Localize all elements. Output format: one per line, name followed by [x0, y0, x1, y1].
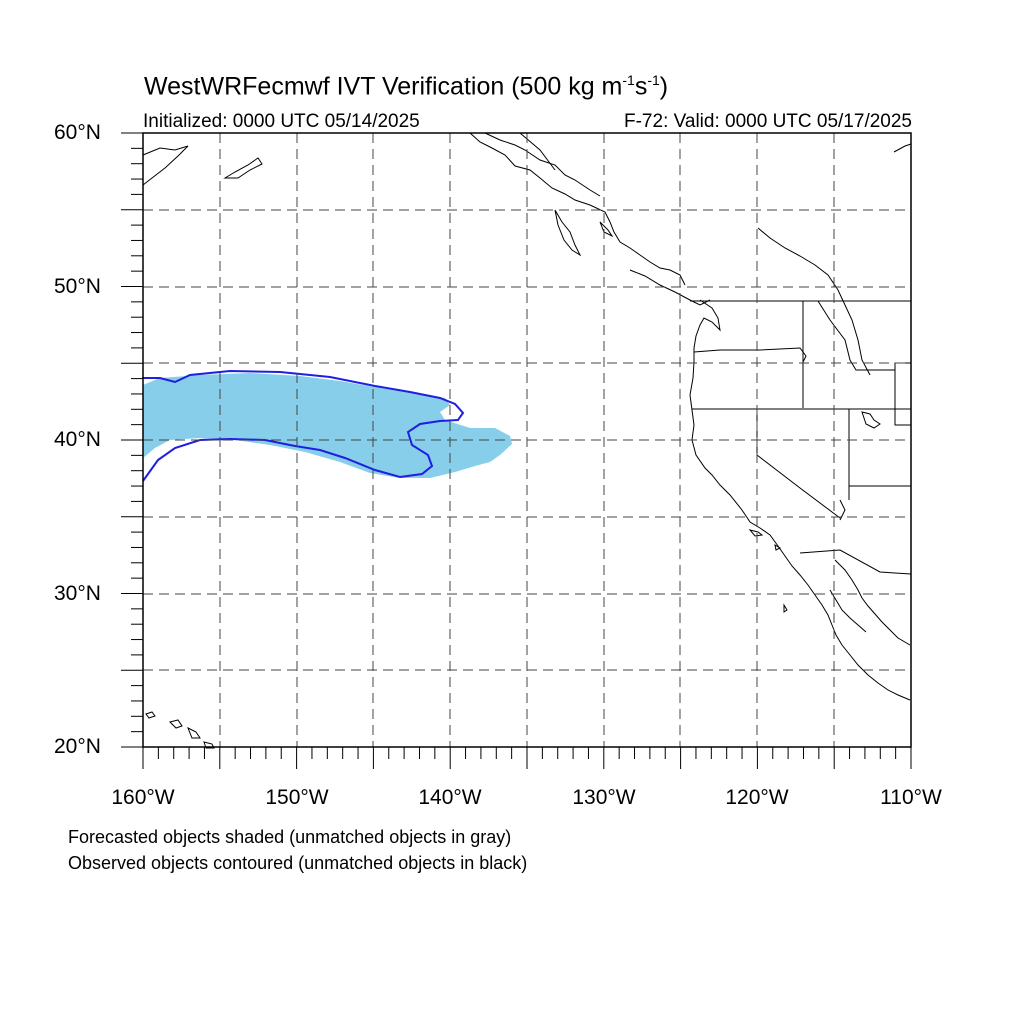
lon-label-110w: 110°W: [880, 786, 942, 809]
initialized-time: Initialized: 0000 UTC 05/14/2025: [143, 111, 420, 132]
gridlines: [143, 133, 911, 747]
coastlines: [142, 132, 912, 749]
lon-label-160w: 160°W: [111, 786, 175, 809]
lat-label-20n: 20°N: [54, 735, 101, 758]
observed-note: Observed objects contoured (unmatched ob…: [68, 853, 528, 873]
lon-label-130w: 130°W: [572, 786, 636, 809]
lat-label-30n: 30°N: [54, 582, 101, 605]
lon-label-120w: 120°W: [725, 786, 789, 809]
observed-ivt-contour: [142, 369, 465, 482]
lat-label-50n: 50°N: [54, 275, 101, 298]
state-boundaries: [690, 300, 912, 575]
forecast-note: Forecasted objects shaded (unmatched obj…: [68, 827, 512, 847]
axis-ticks: [121, 132, 912, 769]
valid-time: F-72: Valid: 0000 UTC 05/17/2025: [624, 111, 912, 132]
map-title: WestWRFecmwf IVT Verification (500 kg m-…: [144, 72, 669, 101]
lon-label-140w: 140°W: [418, 786, 482, 809]
lat-label-60n: 60°N: [54, 121, 101, 144]
lon-label-150w: 150°W: [265, 786, 329, 809]
forecast-ivt-object: [143, 373, 512, 478]
lat-label-40n: 40°N: [54, 428, 101, 451]
